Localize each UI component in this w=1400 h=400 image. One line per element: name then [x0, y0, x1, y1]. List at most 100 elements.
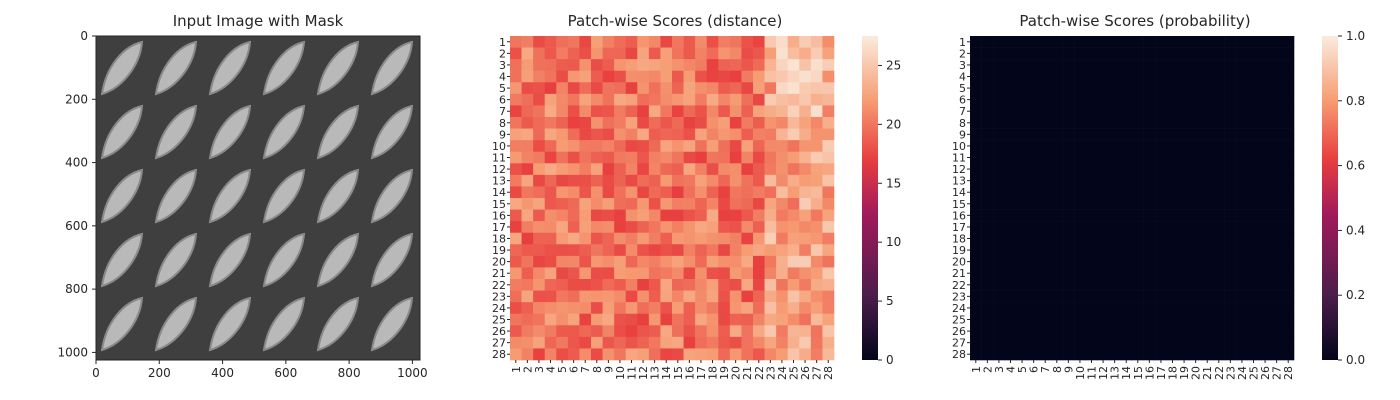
heatmap-cell: [1282, 82, 1295, 95]
heatmap-cell: [1085, 151, 1098, 164]
heatmap-cell: [672, 313, 684, 326]
heatmap-cell: [556, 140, 569, 153]
row-label: 24: [492, 302, 506, 315]
heatmap-cell: [1039, 232, 1052, 245]
heatmap-cell: [1039, 244, 1052, 257]
heatmap-cell: [1236, 209, 1249, 222]
heatmap-cell: [521, 70, 534, 83]
y-tick-label: 200: [65, 92, 88, 106]
heatmap-cell: [1282, 221, 1295, 234]
heatmap-cell: [787, 325, 800, 338]
y-tick-label: 0: [80, 29, 88, 43]
heatmap-cell: [648, 348, 661, 361]
heatmap-cell: [614, 221, 627, 234]
heatmap-cell: [510, 174, 522, 187]
heatmap-cell: [521, 302, 534, 315]
heatmap-cell: [1213, 36, 1225, 48]
heatmap-cell: [1143, 313, 1156, 326]
heatmap-cell: [1120, 302, 1133, 315]
heatmap-cell: [1201, 186, 1214, 199]
heatmap-cell: [672, 70, 684, 83]
heatmap-cell: [753, 128, 765, 141]
heatmap-cell: [729, 36, 742, 48]
heatmap-cell: [1201, 232, 1214, 245]
heatmap-cell: [1074, 244, 1087, 257]
heatmap-cell: [822, 117, 835, 129]
heatmap-cell: [1282, 128, 1295, 141]
heatmap-cell: [1062, 105, 1075, 118]
heatmap-cell: [660, 198, 673, 210]
heatmap-cell: [1236, 290, 1249, 303]
colorbar-probability: [1322, 36, 1338, 360]
heatmap-cell: [1051, 279, 1063, 291]
heatmap-cell: [614, 290, 627, 303]
heatmap-cell: [695, 313, 708, 326]
heatmap-cell: [591, 279, 603, 291]
heatmap-cell: [521, 47, 534, 60]
heatmap-cell: [660, 279, 673, 291]
heatmap-cell: [648, 174, 661, 187]
heatmap-cell: [1155, 255, 1168, 268]
heatmap-cell: [1282, 336, 1295, 349]
heatmap-cell: [1259, 93, 1272, 106]
heatmap-cell: [753, 70, 765, 83]
heatmap-cell: [787, 93, 800, 106]
heatmap-cell: [1120, 128, 1133, 141]
heatmap-cell: [970, 244, 982, 257]
heatmap-cell: [1166, 140, 1179, 153]
heatmap-cell: [695, 140, 708, 153]
row-label: 7: [499, 105, 506, 118]
heatmap-cell: [602, 209, 615, 222]
heatmap-cell: [1247, 82, 1260, 95]
heatmap-cell: [1004, 209, 1017, 222]
heatmap-cell: [1085, 209, 1098, 222]
heatmap-cell: [533, 336, 546, 349]
heatmap-cell: [1247, 209, 1260, 222]
heatmap-cell: [1108, 232, 1121, 245]
heatmap-cell: [706, 348, 719, 361]
heatmap-cell: [729, 198, 742, 210]
col-label: 20: [1190, 366, 1203, 380]
heatmap-cell: [683, 198, 696, 210]
heatmap-cell: [1270, 82, 1283, 95]
heatmap-cell: [1004, 290, 1017, 303]
heatmap-cell: [706, 151, 719, 164]
heatmap-cell: [672, 36, 684, 48]
heatmap-cell: [718, 255, 731, 268]
heatmap-cell: [1085, 336, 1098, 349]
heatmap-cell: [510, 313, 522, 326]
heatmap-cell: [544, 105, 557, 118]
heatmap-cell: [1016, 221, 1029, 234]
heatmap-cell: [556, 255, 569, 268]
heatmap-cell: [1108, 302, 1121, 315]
heatmap-cell: [625, 163, 638, 176]
heatmap-cell: [683, 255, 696, 268]
heatmap-cell: [706, 279, 719, 291]
heatmap-cell: [648, 267, 661, 280]
heatmap-cell: [648, 36, 661, 48]
heatmap-cell: [695, 279, 708, 291]
heatmap-cell: [1120, 70, 1133, 83]
heatmap-cell: [637, 232, 650, 245]
heatmap-cell: [1097, 70, 1110, 83]
heatmap-cell: [787, 174, 800, 187]
heatmap-cell: [1224, 336, 1237, 349]
heatmap-cell: [672, 140, 684, 153]
heatmap-cell: [1120, 36, 1133, 48]
heatmap-cell: [799, 163, 812, 176]
heatmap-cell: [1166, 209, 1179, 222]
heatmap-cell: [1224, 70, 1237, 83]
heatmap-cell: [1201, 255, 1214, 268]
heatmap-cell: [591, 209, 603, 222]
heatmap-cell: [1027, 117, 1040, 129]
row-label: 19: [952, 244, 966, 257]
heatmap-cell: [660, 209, 673, 222]
heatmap-cell: [591, 163, 603, 176]
heatmap-cell: [1236, 325, 1249, 338]
heatmap-cell: [1189, 151, 1202, 164]
heatmap-cell: [1213, 221, 1225, 234]
heatmap-cell: [776, 117, 789, 129]
row-label: 11: [492, 152, 506, 165]
heatmap-cell: [706, 302, 719, 315]
heatmap-cell: [1085, 163, 1098, 176]
